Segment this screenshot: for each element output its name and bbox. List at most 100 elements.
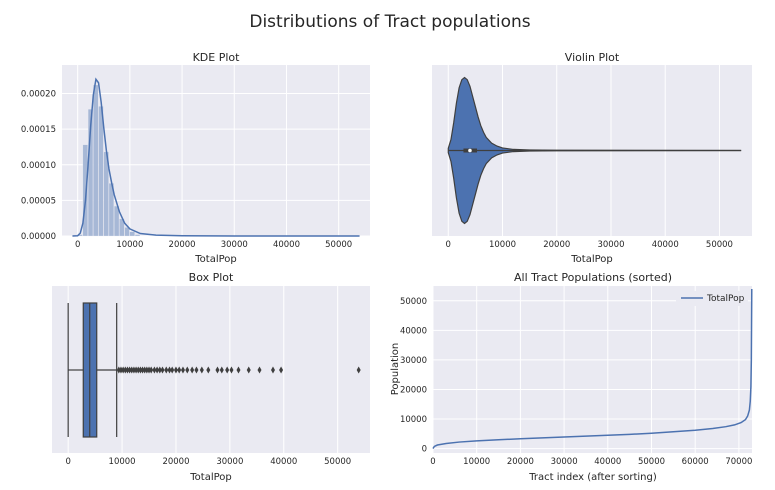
- box-outlier-point: [170, 366, 175, 374]
- legend: TotalPop: [676, 291, 748, 306]
- box-outlier-point: [116, 366, 121, 374]
- box-outlier-point: [279, 366, 284, 374]
- violin-plot-marks: [447, 76, 742, 225]
- box-outlier-point: [127, 366, 132, 374]
- sorted-populations-grid: [432, 286, 752, 453]
- box-outlier-point: [142, 366, 147, 374]
- violin-xtick-label: 30000: [597, 240, 624, 250]
- box-outlier-point: [257, 366, 262, 374]
- kde-plot-ticks: 0 10000 20000 30000 40000 50000 0.00000 0.00005…: [21, 90, 352, 251]
- box-outlier-point: [194, 366, 199, 374]
- box-outlier-point: [118, 366, 123, 374]
- box-outlier-point: [215, 366, 220, 374]
- sorted-ytick-label: 0: [422, 445, 427, 455]
- kde-plot-title: KDE Plot: [193, 51, 241, 64]
- histogram-bar: [114, 205, 120, 237]
- box-outlier-point: [131, 366, 136, 374]
- box-outlier-point: [199, 366, 204, 374]
- sorted-ytick-label: 20000: [400, 385, 427, 395]
- box-outlier-point: [138, 366, 143, 374]
- violin-xtick-label: 0: [446, 240, 451, 250]
- box-outlier-point: [164, 366, 169, 374]
- violin-plot-ticks: 0 10000 20000 30000 40000 50000: [446, 240, 733, 250]
- sorted-ytick-label: 10000: [400, 415, 427, 425]
- violin-plot-title: Violin Plot: [565, 51, 620, 64]
- histogram-bar: [129, 231, 135, 237]
- kde-ytick-label: 0.00020: [21, 90, 56, 100]
- legend-box: [676, 291, 748, 306]
- box-outlier-point: [134, 366, 139, 374]
- kde-xtick-label: 0: [75, 240, 80, 250]
- box-xtick-label: 10000: [109, 457, 136, 467]
- box-outlier-point: [225, 366, 230, 374]
- box-xtick-label: 40000: [270, 457, 297, 467]
- box-outlier-point: [129, 366, 134, 374]
- box-plot-title: Box Plot: [189, 271, 234, 284]
- box-outlier-point: [152, 366, 157, 374]
- kde-plot-panel: KDE Plot 0 10000 20000 30000 40000 50000 0.000…: [21, 51, 370, 265]
- box-outlier-point: [123, 366, 128, 374]
- box-outlier-point: [125, 366, 130, 374]
- box-outlier-point: [121, 366, 126, 374]
- kde-line: [72, 77, 360, 237]
- sorted-populations-marks: [432, 288, 753, 449]
- kde-xtick-label: 20000: [169, 240, 196, 250]
- kde-ytick-label: 0.00010: [21, 161, 56, 171]
- box-outlier-point: [185, 366, 190, 374]
- box-outlier-point: [144, 366, 149, 374]
- box-outlier-point: [206, 366, 211, 374]
- violin-xtick-label: 50000: [706, 240, 733, 250]
- box-plot-ticks: 0 10000 20000 30000 40000 50000: [65, 457, 351, 467]
- sorted-populations-panel: All Tract Populations (sorted) 0 10000 200…: [390, 271, 753, 483]
- sorted-population-line: [432, 288, 753, 449]
- violin-xtick-label: 10000: [489, 240, 516, 250]
- sorted-xtick-label: 10000: [463, 457, 490, 467]
- legend-label-totalpop: TotalPop: [706, 294, 745, 304]
- sorted-xtick-label: 70000: [725, 457, 752, 467]
- kde-plot-marks: [72, 77, 360, 237]
- histogram-bar: [93, 84, 99, 237]
- box-xtick-label: 30000: [216, 457, 243, 467]
- kde-ytick-label: 0.00000: [21, 232, 56, 242]
- box-plot-panel: Box Plot 0 10000 20000 30000 40000 50000 Tota…: [52, 271, 370, 483]
- kde-ytick-label: 0.00015: [21, 125, 56, 135]
- box-outlier-point: [356, 366, 361, 374]
- histogram-bar: [82, 144, 88, 237]
- kde-plot-xlabel: TotalPop: [194, 254, 237, 265]
- box-outlier-point: [147, 366, 152, 374]
- sorted-populations-title: All Tract Populations (sorted): [514, 271, 672, 284]
- box-outlier-point: [190, 366, 195, 374]
- box-outlier-point: [160, 366, 165, 374]
- sorted-ytick-label: 30000: [400, 356, 427, 366]
- sorted-populations-ticks: 0 10000 20000 30000 40000 50000 60000 70000 0 100…: [400, 297, 752, 467]
- box-outlier-point: [229, 366, 234, 374]
- box-outlier-point: [173, 366, 178, 374]
- box-outlier-point: [155, 366, 160, 374]
- box-outlier-point: [219, 366, 224, 374]
- box-outlier-point: [149, 366, 154, 374]
- kde-xtick-label: 40000: [273, 240, 300, 250]
- box-outlier-point: [246, 366, 251, 374]
- histogram-bar: [134, 234, 141, 237]
- violin-plot-xlabel: TotalPop: [570, 254, 613, 265]
- violin-xtick-label: 40000: [652, 240, 679, 250]
- sorted-populations-ylabel: Population: [390, 343, 401, 396]
- violin-median-dot: [468, 148, 472, 153]
- box-xtick-label: 50000: [324, 457, 351, 467]
- sorted-xtick-label: 20000: [507, 457, 534, 467]
- sorted-populations-background: [433, 286, 752, 453]
- histogram-bar: [124, 227, 130, 237]
- box-plot-xlabel: TotalPop: [189, 472, 232, 483]
- kde-ytick-label: 0.00005: [21, 196, 56, 206]
- box-outlier-point: [236, 366, 241, 374]
- sorted-ytick-label: 40000: [400, 326, 427, 336]
- figure-suptitle: Distributions of Tract populations: [249, 12, 530, 32]
- histogram-bar: [119, 218, 125, 237]
- box-outlier-point: [270, 366, 275, 374]
- box-plot-marks: [67, 302, 361, 438]
- sorted-xtick-label: 50000: [638, 457, 665, 467]
- histogram-bar: [98, 106, 104, 237]
- violin-plot-panel: Violin Plot 0 10000 20000 30000 40000 50000 T…: [432, 51, 752, 265]
- sorted-populations-xlabel: Tract index (after sorting): [528, 472, 657, 483]
